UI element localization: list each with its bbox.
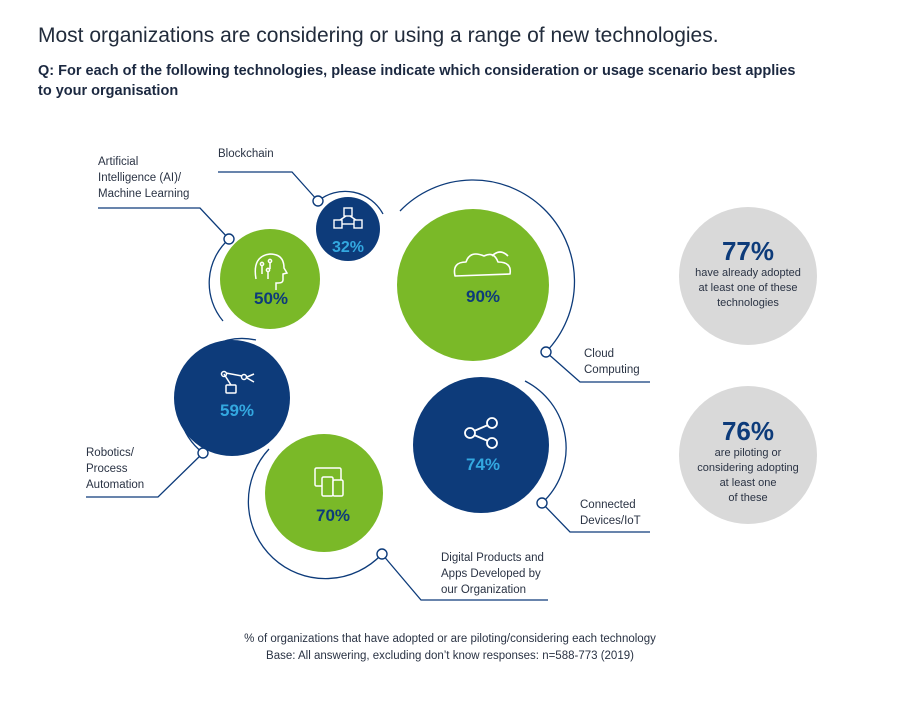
stat-adopted: 77% have already adopted at least one of… [679, 236, 817, 311]
bubble-blockchain [316, 197, 380, 261]
label-robotics: Robotics/ Process Automation [86, 447, 145, 491]
dot-cloud [540, 346, 552, 358]
stat-circle-adopted [679, 207, 817, 345]
leader-digital [381, 553, 548, 601]
arc-blockchain [317, 190, 384, 215]
leader-robotics [86, 452, 204, 498]
cloud-icon [453, 251, 512, 277]
leader-lines [86, 171, 650, 601]
arc-digital [247, 448, 383, 580]
footnote-line-1: % of organizations that have adopted or … [244, 633, 656, 645]
ai-head-icon [254, 253, 289, 290]
stat-piloting-text: are piloting or considering adopting at … [697, 447, 799, 504]
pct-digital: 70% [316, 506, 350, 525]
connector-dots [197, 195, 552, 560]
dot-blockchain [312, 195, 324, 207]
share-icon [464, 417, 498, 449]
leader-ai [98, 207, 230, 240]
bubble-iot [413, 377, 549, 513]
bubble-robotics [174, 340, 290, 456]
arc-iot [524, 380, 567, 504]
arc-ai [208, 238, 230, 322]
label-cloud: Cloud Computing [584, 348, 640, 376]
question-text: Q: For each of the following technologie… [38, 63, 796, 99]
stat-piloting: 76% are piloting or considering adopting… [679, 416, 817, 506]
stat-adopted-value: 77% [721, 236, 775, 266]
dot-iot [536, 497, 548, 509]
stat-adopted-text: have already adopted at least one of the… [695, 267, 801, 309]
bubble-ai [220, 229, 320, 329]
pct-cloud: 90% [466, 287, 500, 306]
footnote-line-2: Base: All answering, excluding don’t kno… [266, 650, 634, 662]
leader-blockchain [218, 171, 319, 202]
label-iot: Connected Devices/IoT [580, 499, 641, 527]
leader-iot [541, 502, 650, 533]
page-title: Most organizations are considering or us… [38, 24, 719, 47]
bubble-cloud [397, 209, 549, 361]
label-ai: Artificial Intelligence (AI)/ Machine Le… [98, 156, 190, 200]
devices-icon [314, 467, 344, 497]
label-digital: Digital Products and Apps Developed by o… [441, 552, 544, 596]
robot-arm-icon [220, 370, 255, 394]
stat-piloting-value: 76% [721, 416, 775, 446]
arc-cloud [399, 179, 576, 353]
pct-ai: 50% [254, 289, 288, 308]
pct-iot: 74% [466, 455, 500, 474]
pct-blockchain: 32% [332, 239, 364, 256]
dot-digital [376, 548, 388, 560]
stat-circle-piloting [679, 386, 817, 524]
blockchain-icon [333, 207, 363, 229]
dot-ai [223, 233, 235, 245]
label-blockchain: Blockchain [218, 148, 274, 160]
pct-robotics: 59% [220, 401, 254, 420]
leader-cloud [545, 351, 650, 383]
